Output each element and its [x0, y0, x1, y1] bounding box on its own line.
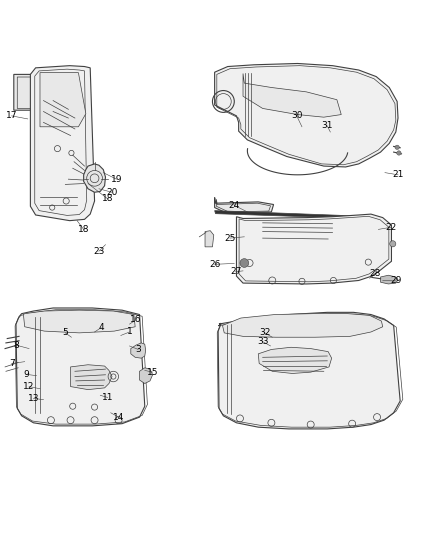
Text: 25: 25	[224, 233, 236, 243]
Text: 23: 23	[93, 247, 105, 256]
Text: 18: 18	[102, 195, 113, 203]
Text: 1: 1	[127, 327, 132, 336]
Polygon shape	[131, 343, 146, 358]
Text: 19: 19	[111, 175, 122, 184]
Polygon shape	[71, 365, 112, 390]
Text: 11: 11	[102, 393, 113, 402]
Text: 14: 14	[113, 413, 124, 422]
Text: 29: 29	[390, 277, 402, 285]
Text: 9: 9	[23, 370, 29, 379]
Polygon shape	[243, 74, 341, 117]
Text: 8: 8	[13, 341, 19, 350]
Polygon shape	[40, 72, 86, 127]
Polygon shape	[381, 275, 398, 284]
Text: 27: 27	[230, 267, 241, 276]
Text: 13: 13	[28, 394, 39, 403]
Polygon shape	[30, 66, 95, 221]
Text: 5: 5	[63, 328, 68, 337]
Polygon shape	[215, 63, 398, 167]
Text: 32: 32	[259, 328, 271, 337]
Text: 15: 15	[147, 368, 159, 377]
Polygon shape	[215, 198, 274, 213]
Text: 33: 33	[257, 337, 268, 346]
Circle shape	[390, 241, 396, 247]
Text: 26: 26	[209, 260, 220, 269]
Text: 17: 17	[6, 111, 18, 120]
Polygon shape	[205, 231, 214, 247]
Text: 3: 3	[135, 345, 141, 354]
Polygon shape	[223, 313, 383, 337]
Text: 4: 4	[98, 323, 104, 332]
Circle shape	[240, 259, 249, 268]
Polygon shape	[237, 214, 392, 284]
Text: 21: 21	[392, 171, 404, 179]
Polygon shape	[218, 312, 400, 429]
Text: 31: 31	[321, 122, 333, 131]
Polygon shape	[23, 310, 135, 333]
Text: 12: 12	[23, 382, 35, 391]
Text: 24: 24	[229, 201, 240, 210]
Text: 22: 22	[386, 223, 397, 232]
Polygon shape	[16, 308, 145, 426]
Polygon shape	[14, 75, 62, 110]
Circle shape	[395, 145, 399, 149]
Text: 7: 7	[9, 359, 14, 368]
Polygon shape	[258, 348, 332, 374]
Text: 16: 16	[130, 315, 142, 324]
Polygon shape	[140, 368, 152, 384]
Circle shape	[397, 151, 401, 155]
Text: 28: 28	[370, 269, 381, 278]
Text: 30: 30	[291, 111, 303, 120]
Text: 18: 18	[78, 225, 89, 234]
Polygon shape	[215, 211, 357, 219]
Text: 20: 20	[106, 188, 118, 197]
Polygon shape	[84, 164, 106, 192]
